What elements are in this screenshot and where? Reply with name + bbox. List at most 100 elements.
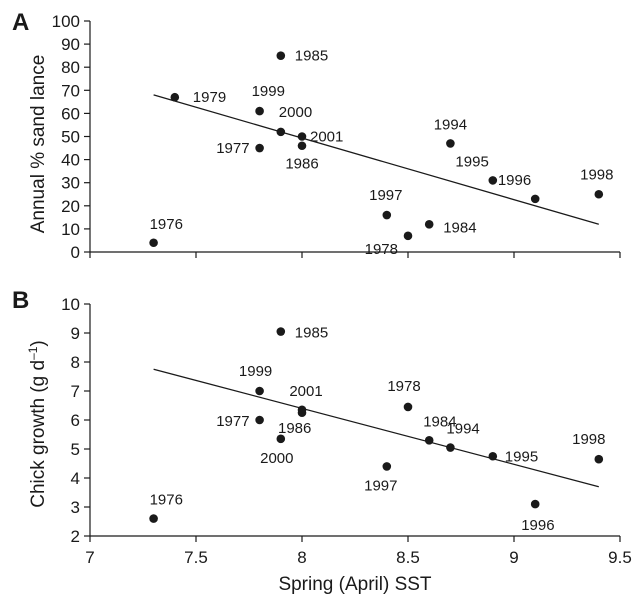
data-label-2001: 2001 xyxy=(289,383,322,400)
panel-a-y-tick-label: 10 xyxy=(61,220,80,239)
data-label-1997: 1997 xyxy=(364,477,397,494)
data-point-1996 xyxy=(530,194,540,204)
data-point-1996 xyxy=(530,499,540,509)
data-point-1979 xyxy=(170,92,180,102)
data-point-1977 xyxy=(255,143,264,153)
x-tick-label: 7 xyxy=(85,548,94,567)
data-point-1997 xyxy=(382,210,392,220)
data-point-1978 xyxy=(403,231,413,241)
data-label-1976: 1976 xyxy=(150,492,183,509)
data-point-1999 xyxy=(255,106,264,116)
panel-a-y-ticks: 0 10 20 30 40 50 60 70 80 90 100 xyxy=(52,12,90,262)
data-point-1985 xyxy=(276,51,286,60)
data-point-2000 xyxy=(276,127,286,137)
panel-b-y-axis-label-end: ) xyxy=(28,340,49,346)
panel-b: B Chick growth (g d–1) 2 3 4 5 6 7 8 9 10 7 7.5 8 8… xyxy=(12,287,632,595)
x-tick-label: 8.5 xyxy=(396,548,420,567)
panel-a-trend-line xyxy=(153,94,599,225)
data-point-1976 xyxy=(149,514,158,523)
data-point-1985 xyxy=(276,327,286,336)
data-label-1996: 1996 xyxy=(521,517,554,534)
panel-a-points: 1976 1977 1978 1979 1984 1985 1986 1994 1995 1996… xyxy=(149,48,613,258)
panel-b-y-tick-label: 5 xyxy=(71,440,80,459)
data-point-1999 xyxy=(255,386,264,396)
data-label-1995: 1995 xyxy=(455,153,488,170)
x-tick-label: 8 xyxy=(297,548,306,567)
data-label-1984: 1984 xyxy=(423,413,456,430)
data-point-1998 xyxy=(594,189,604,199)
data-label-1994: 1994 xyxy=(434,116,467,133)
panel-b-y-tick-label: 8 xyxy=(71,353,80,372)
panel-b-letter: B xyxy=(12,287,29,314)
panel-b-y-tick-label: 3 xyxy=(71,498,80,517)
data-point-1997 xyxy=(382,462,392,471)
panel-b-points: 1976 1977 1978 1984 1985 1986 1994 1995 1996 1997… xyxy=(149,325,605,534)
panel-b-y-tick-label: 10 xyxy=(61,295,80,314)
panel-b-y-tick-label: 4 xyxy=(71,469,80,488)
data-label-1979: 1979 xyxy=(193,89,226,106)
data-label-1996: 1996 xyxy=(498,172,531,189)
data-label-1997: 1997 xyxy=(369,187,402,204)
data-point-1984 xyxy=(424,219,434,229)
panel-b-y-tick-label: 7 xyxy=(71,382,80,401)
data-label-1986: 1986 xyxy=(278,420,311,437)
panel-b-trend-line xyxy=(153,368,599,488)
data-point-1995 xyxy=(488,451,498,461)
panel-a-y-tick-label: 20 xyxy=(61,197,80,216)
data-point-2001 xyxy=(297,132,307,141)
data-label-2000: 2000 xyxy=(260,450,293,467)
panel-a-y-tick-label: 30 xyxy=(61,174,80,193)
x-tick-label: 7.5 xyxy=(184,548,208,567)
data-point-1978 xyxy=(403,402,413,412)
panel-a-y-axis-label: Annual % sand lance xyxy=(28,55,49,234)
data-label-1998: 1998 xyxy=(580,166,613,183)
data-point-1976 xyxy=(149,238,158,248)
data-label-2001: 2001 xyxy=(310,129,343,146)
data-label-1977: 1977 xyxy=(216,140,249,157)
panel-b-y-axis-label-sup: –1 xyxy=(26,346,40,360)
data-point-1994 xyxy=(446,139,455,148)
data-label-1994: 1994 xyxy=(446,421,479,438)
data-label-1998: 1998 xyxy=(572,431,605,448)
panel-a-y-tick-label: 90 xyxy=(61,35,80,54)
data-label-2000: 2000 xyxy=(279,104,312,121)
data-label-1999: 1999 xyxy=(252,83,285,100)
x-tick-label: 9.5 xyxy=(608,548,632,567)
data-label-1978: 1978 xyxy=(365,241,398,258)
panel-a-y-tick-label: 50 xyxy=(61,128,80,147)
panel-a-x-ticks xyxy=(89,252,621,258)
panel-b-y-axis-label-main: Chick growth (g d xyxy=(28,360,49,508)
data-point-2000 xyxy=(276,434,286,444)
data-label-1995: 1995 xyxy=(505,448,538,465)
panel-b-y-tick-label: 2 xyxy=(71,527,80,546)
data-point-1994 xyxy=(446,443,455,452)
panel-a-y-tick-label: 80 xyxy=(61,58,80,77)
data-label-1977: 1977 xyxy=(216,413,249,430)
data-point-1986 xyxy=(297,141,307,151)
data-label-1984: 1984 xyxy=(443,219,476,236)
data-point-1984 xyxy=(424,436,434,445)
panel-a-y-tick-label: 40 xyxy=(61,151,80,170)
panel-b-x-ticks: 7 7.5 8 8.5 9 9.5 xyxy=(85,536,632,567)
data-point-2001 xyxy=(297,405,307,415)
panel-a-y-tick-label: 100 xyxy=(52,12,80,31)
data-label-1978: 1978 xyxy=(387,378,420,395)
panel-a-y-tick-label: 0 xyxy=(71,243,80,262)
panel-a-y-tick-label: 70 xyxy=(61,81,80,100)
panel-b-y-axis-label: Chick growth (g d–1) xyxy=(26,340,49,508)
data-label-1985: 1985 xyxy=(295,48,328,65)
data-label-1986: 1986 xyxy=(285,156,318,173)
data-label-1976: 1976 xyxy=(150,216,183,233)
panel-a-y-tick-label: 60 xyxy=(61,104,80,123)
data-point-1998 xyxy=(594,454,604,464)
x-axis-label: Spring (April) SST xyxy=(278,574,431,595)
panel-b-y-tick-label: 6 xyxy=(71,411,80,430)
panel-b-y-tick-label: 9 xyxy=(71,324,80,343)
data-point-1995 xyxy=(488,176,498,185)
panel-a-letter: A xyxy=(12,9,29,36)
data-label-1999: 1999 xyxy=(239,363,272,380)
panel-b-y-ticks: 2 3 4 5 6 7 8 9 10 xyxy=(61,295,90,546)
x-tick-label: 9 xyxy=(509,548,518,567)
data-point-1977 xyxy=(255,415,264,425)
